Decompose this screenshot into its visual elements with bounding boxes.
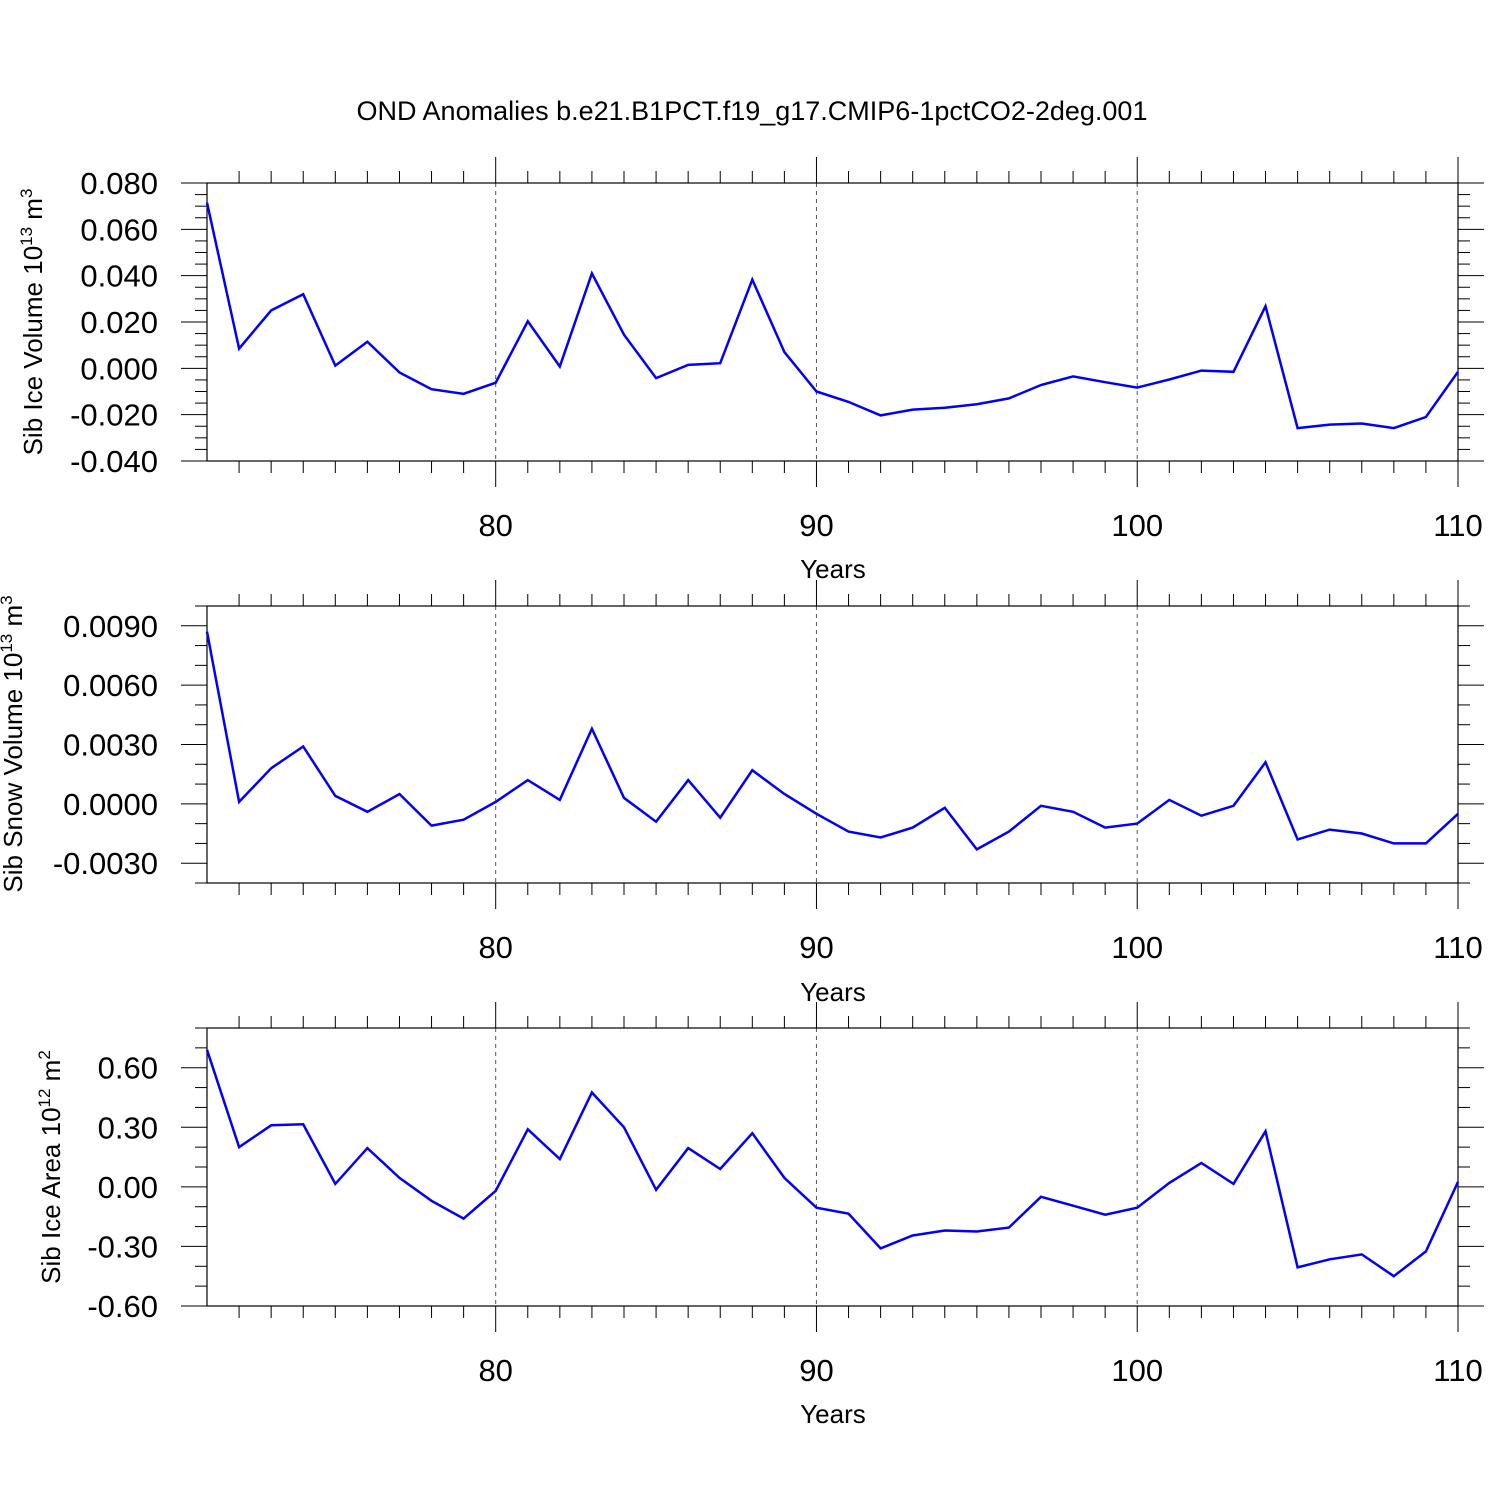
y-tick-label: 0.00 — [98, 1170, 158, 1205]
x-axis-title: Years — [800, 554, 866, 584]
x-tick-label: 100 — [1111, 930, 1163, 965]
y-tick-label: 0.040 — [80, 259, 158, 294]
y-tick-label: -0.30 — [87, 1229, 158, 1264]
y-axis-title: Sib Ice Area 1012 m2 — [35, 1050, 66, 1284]
x-tick-label: 100 — [1111, 1353, 1163, 1388]
x-tick-label: 90 — [799, 508, 833, 543]
x-tick-label: 100 — [1111, 508, 1163, 543]
y-tick-label: 0.60 — [98, 1051, 158, 1086]
data-series-line — [205, 1049, 1460, 1278]
y-tick-label: 0.080 — [80, 166, 158, 201]
data-series-line — [205, 631, 1459, 852]
x-tick-label: 80 — [478, 930, 512, 965]
y-tick-label: 0.060 — [80, 212, 158, 247]
y-tick-label: -0.0030 — [53, 846, 158, 881]
chart-title: OND Anomalies b.e21.B1PCT.f19_g17.CMIP6-… — [357, 96, 1148, 126]
y-tick-label: -0.040 — [70, 444, 158, 479]
y-tick-label: -0.020 — [70, 398, 158, 433]
y-tick-label: 0.0000 — [63, 787, 158, 822]
x-tick-label: 110 — [1433, 930, 1482, 965]
x-axis-title: Years — [800, 977, 866, 1007]
y-tick-label: 0.020 — [80, 305, 158, 340]
y-tick-label: 0.000 — [80, 351, 158, 386]
y-tick-label: 0.0030 — [63, 728, 158, 763]
x-tick-label: 80 — [478, 508, 512, 543]
y-axis-title: Sib Ice Volume 1013 m3 — [17, 189, 48, 456]
y-tick-label: 0.0090 — [63, 609, 158, 644]
panel-3: 0.60 0.30 0.00 -0.30 -0.60 80 90 100 110 Years Sib… — [35, 1002, 1484, 1429]
panel-1: 0.080 0.060 0.040 0.020 0.000 -0.020 -0.040 80 9… — [17, 157, 1484, 584]
x-tick-label: 90 — [799, 1353, 833, 1388]
data-series-line — [205, 202, 1460, 430]
x-tick-label: 110 — [1433, 508, 1482, 543]
x-axis-title: Years — [800, 1399, 866, 1429]
y-tick-label: 0.0060 — [63, 668, 158, 703]
y-tick-label: -0.60 — [87, 1289, 158, 1324]
y-axis-title: Sib Snow Volume 1013 m3 — [0, 595, 28, 892]
x-tick-label: 90 — [799, 930, 833, 965]
x-tick-label: 80 — [478, 1353, 512, 1388]
x-tick-label: 110 — [1433, 1353, 1482, 1388]
panel-2: 0.0090 0.0060 0.0030 0.0000 -0.0030 80 90 100 11… — [0, 580, 1484, 1007]
y-tick-label: 0.30 — [98, 1110, 158, 1145]
